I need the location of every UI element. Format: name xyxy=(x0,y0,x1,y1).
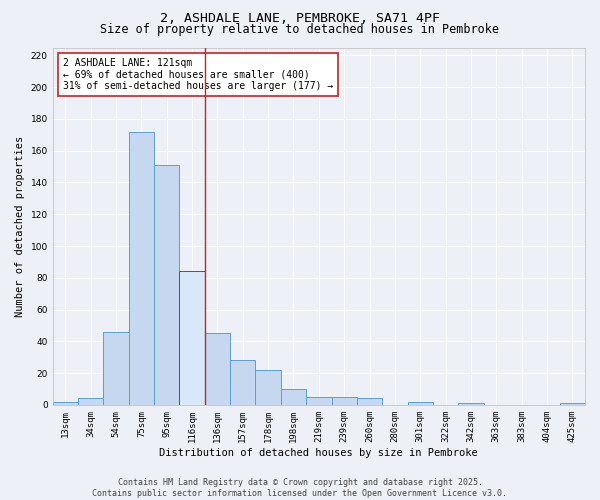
Bar xyxy=(154,165,179,405)
Text: Contains HM Land Registry data © Crown copyright and database right 2025.
Contai: Contains HM Land Registry data © Crown c… xyxy=(92,478,508,498)
Text: 2, ASHDALE LANE, PEMBROKE, SA71 4PF: 2, ASHDALE LANE, PEMBROKE, SA71 4PF xyxy=(160,12,440,26)
Y-axis label: Number of detached properties: Number of detached properties xyxy=(15,136,25,317)
Bar xyxy=(407,402,433,405)
Bar xyxy=(256,370,281,405)
Bar xyxy=(458,403,484,405)
Text: 2 ASHDALE LANE: 121sqm
← 69% of detached houses are smaller (400)
31% of semi-de: 2 ASHDALE LANE: 121sqm ← 69% of detached… xyxy=(64,58,334,92)
Bar xyxy=(306,397,332,405)
Bar xyxy=(281,389,306,405)
Bar xyxy=(179,272,205,405)
Bar xyxy=(53,402,78,405)
Bar xyxy=(560,403,585,405)
X-axis label: Distribution of detached houses by size in Pembroke: Distribution of detached houses by size … xyxy=(160,448,478,458)
Bar xyxy=(230,360,256,405)
Bar xyxy=(78,398,103,405)
Bar xyxy=(205,334,230,405)
Bar xyxy=(103,332,129,405)
Bar xyxy=(332,397,357,405)
Bar xyxy=(357,398,382,405)
Bar xyxy=(129,132,154,405)
Text: Size of property relative to detached houses in Pembroke: Size of property relative to detached ho… xyxy=(101,22,499,36)
